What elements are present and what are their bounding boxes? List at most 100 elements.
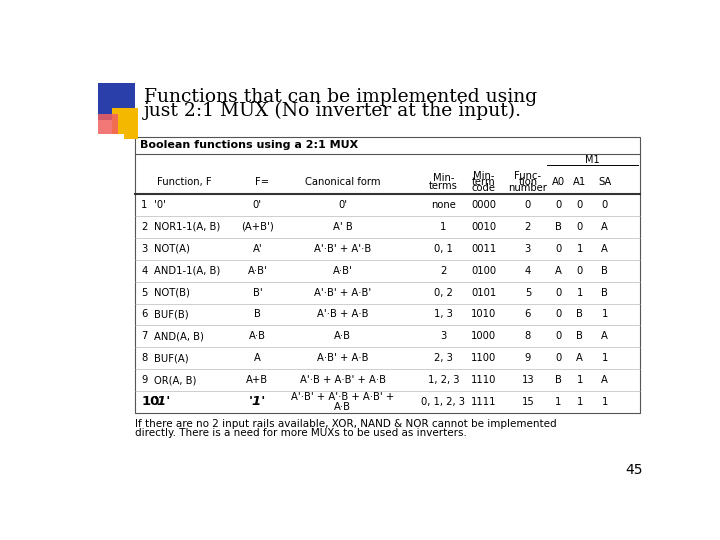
Text: 0011: 0011 [471, 244, 496, 254]
Bar [112, 108, 138, 134]
Text: M1: M1 [585, 156, 600, 165]
Text: B': B' [253, 288, 262, 298]
Text: 0: 0 [555, 309, 561, 320]
Text: 1: 1 [601, 353, 608, 363]
Bar [98, 83, 135, 120]
Text: 0: 0 [555, 332, 561, 341]
Text: code: code [472, 183, 495, 193]
Text: 0: 0 [555, 288, 561, 298]
Text: 9: 9 [141, 375, 148, 385]
Text: 45: 45 [625, 463, 642, 477]
Text: just 2:1 MUX (No inverter at the input).: just 2:1 MUX (No inverter at the input). [144, 102, 522, 120]
Text: tion: tion [518, 177, 537, 187]
Text: If there are no 2 input rails available, XOR, NAND & NOR cannot be implemented: If there are no 2 input rails available,… [135, 419, 557, 429]
Text: B: B [254, 309, 261, 320]
Text: 3: 3 [525, 244, 531, 254]
Text: B: B [554, 375, 562, 385]
Text: Functions that can be implemented using: Functions that can be implemented using [144, 88, 537, 106]
Text: A·B': A·B' [248, 266, 267, 276]
Text: A: A [601, 332, 608, 341]
Bar [124, 125, 138, 139]
Text: '0': '0' [153, 200, 166, 210]
Text: 0: 0 [555, 200, 561, 210]
Text: 0: 0 [555, 244, 561, 254]
Text: A'·B' + A·B': A'·B' + A·B' [314, 288, 372, 298]
Text: 1: 1 [601, 397, 608, 407]
Text: 0: 0 [601, 200, 608, 210]
Text: Boolean functions using a 2:1 MUX: Boolean functions using a 2:1 MUX [140, 140, 358, 150]
Text: 10: 10 [141, 395, 160, 408]
Text: A·B: A·B [334, 402, 351, 411]
Text: 15: 15 [521, 397, 534, 407]
Text: 1: 1 [141, 200, 148, 210]
Text: A·B: A·B [334, 332, 351, 341]
Text: BUF(A): BUF(A) [153, 353, 188, 363]
Text: 1010: 1010 [471, 309, 496, 320]
Text: 5: 5 [525, 288, 531, 298]
Text: 9: 9 [525, 353, 531, 363]
Text: 0010: 0010 [471, 222, 496, 232]
Text: 2: 2 [440, 266, 446, 276]
Text: A: A [577, 353, 583, 363]
Text: BUF(B): BUF(B) [153, 309, 188, 320]
Text: SA: SA [598, 177, 611, 187]
Text: A: A [254, 353, 261, 363]
Text: A·B' + A·B: A·B' + A·B [317, 353, 369, 363]
Text: A: A [601, 244, 608, 254]
Text: A' B: A' B [333, 222, 353, 232]
FancyBboxPatch shape [135, 137, 640, 413]
Text: A: A [601, 222, 608, 232]
Text: 1: 1 [577, 375, 583, 385]
Text: number: number [508, 183, 547, 193]
Text: 0000: 0000 [471, 200, 496, 210]
Text: B: B [601, 288, 608, 298]
Text: A': A' [253, 244, 262, 254]
Text: 8: 8 [141, 353, 148, 363]
Text: A: A [601, 375, 608, 385]
Text: 0': 0' [253, 200, 262, 210]
Text: 1: 1 [577, 244, 583, 254]
Text: A·B: A·B [249, 332, 266, 341]
Text: 4: 4 [525, 266, 531, 276]
Text: Function, F: Function, F [157, 177, 212, 187]
Text: 6: 6 [141, 309, 148, 320]
Text: term: term [472, 177, 495, 187]
Text: AND(A, B): AND(A, B) [153, 332, 204, 341]
Text: terms: terms [429, 181, 458, 191]
Bar [98, 114, 118, 134]
Text: 2, 3: 2, 3 [434, 353, 453, 363]
Text: 1100: 1100 [471, 353, 496, 363]
Text: Min-: Min- [433, 173, 454, 183]
Text: A0: A0 [552, 177, 564, 187]
Text: NOT(B): NOT(B) [153, 288, 189, 298]
Text: 2: 2 [141, 222, 148, 232]
Text: 8: 8 [525, 332, 531, 341]
Text: 4: 4 [141, 266, 148, 276]
Text: 0, 1: 0, 1 [434, 244, 453, 254]
Text: B: B [577, 332, 583, 341]
Text: 13: 13 [521, 375, 534, 385]
Text: 0, 1, 2, 3: 0, 1, 2, 3 [421, 397, 465, 407]
Text: 1111: 1111 [471, 397, 497, 407]
Text: B: B [601, 266, 608, 276]
Text: AND1-1(A, B): AND1-1(A, B) [153, 266, 220, 276]
Text: Canonical form: Canonical form [305, 177, 380, 187]
Text: none: none [431, 200, 456, 210]
Text: NOT(A): NOT(A) [153, 244, 189, 254]
Text: 0: 0 [577, 200, 583, 210]
Text: 1, 3: 1, 3 [434, 309, 453, 320]
Text: F=: F= [255, 177, 269, 187]
Text: 1: 1 [601, 309, 608, 320]
Text: 0101: 0101 [471, 288, 496, 298]
Text: B: B [577, 309, 583, 320]
Text: 0: 0 [577, 222, 583, 232]
Text: 7: 7 [141, 332, 148, 341]
Text: 1: 1 [440, 222, 446, 232]
Text: 0': 0' [338, 200, 347, 210]
Text: 1: 1 [577, 397, 583, 407]
Text: NOR1-1(A, B): NOR1-1(A, B) [153, 222, 220, 232]
Text: 3: 3 [440, 332, 446, 341]
Text: A: A [554, 266, 562, 276]
Text: A'·B' + A'·B: A'·B' + A'·B [314, 244, 372, 254]
Text: A+B: A+B [246, 375, 269, 385]
